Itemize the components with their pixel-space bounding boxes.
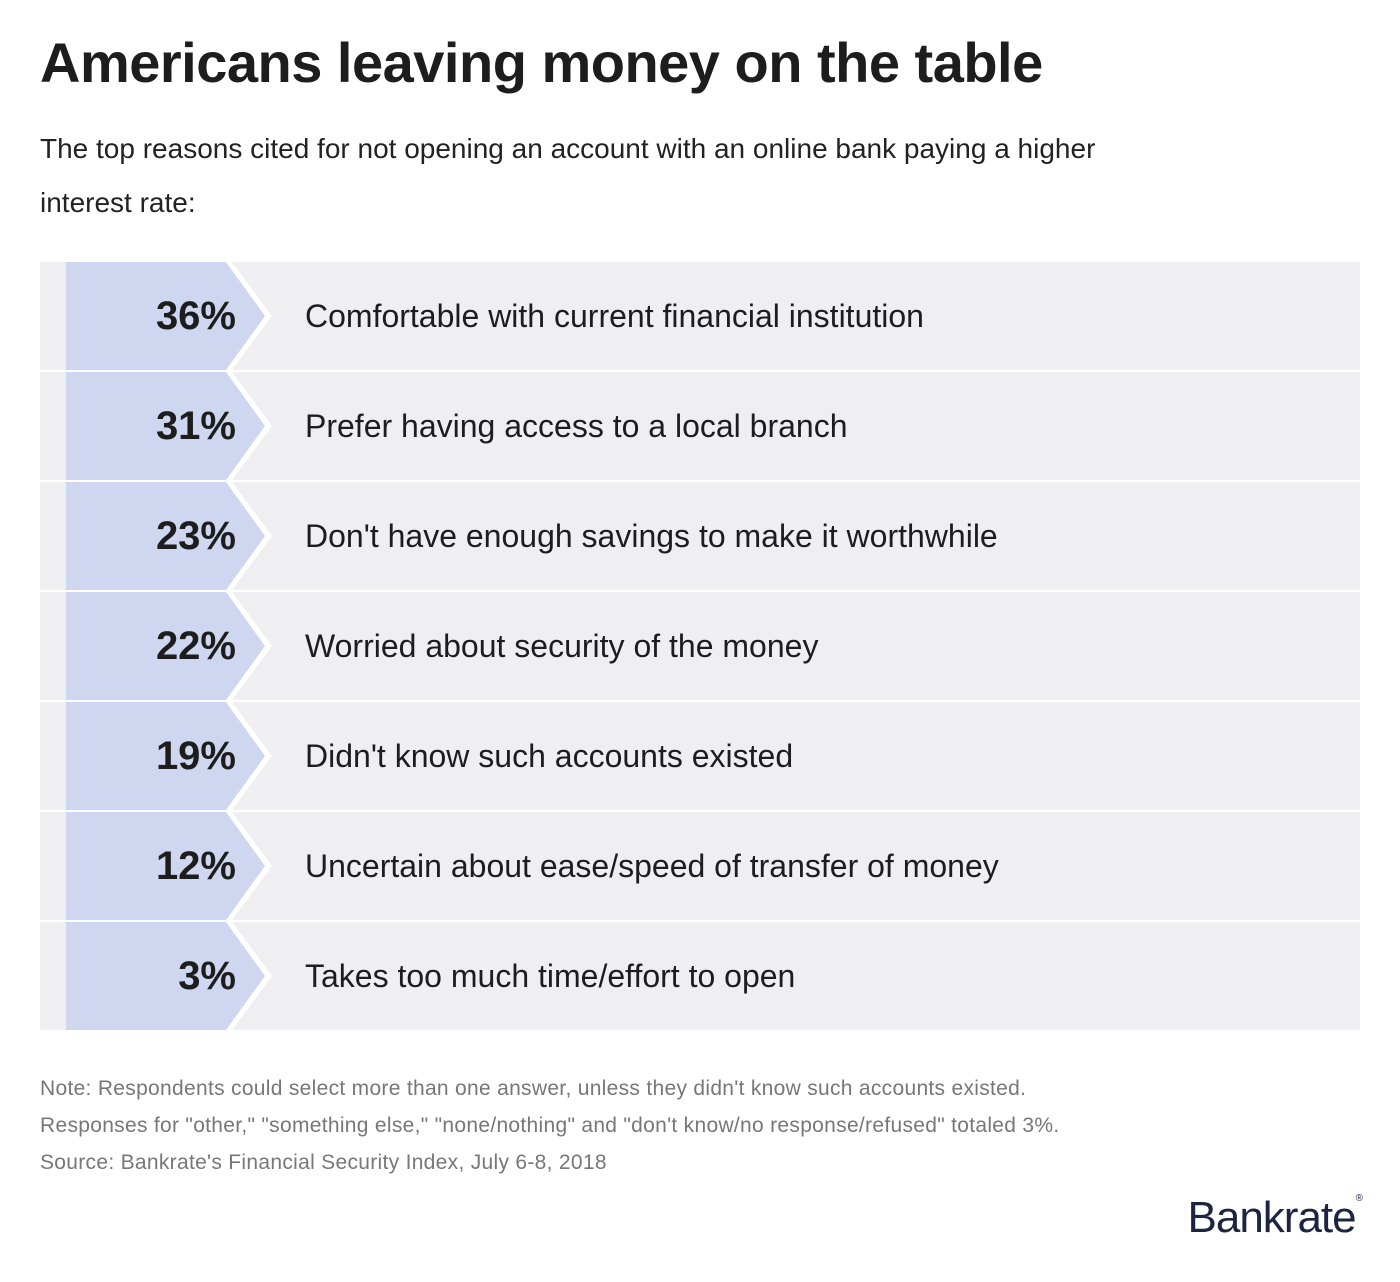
- reason-label: Uncertain about ease/speed of transfer o…: [305, 848, 999, 884]
- note-line: Note: Respondents could select more than…: [40, 1077, 1027, 1100]
- logo-text: Bankrate: [1187, 1193, 1357, 1242]
- percent-value: 12%: [155, 844, 236, 888]
- chart-subtitle: The top reasons cited for not opening an…: [40, 133, 1096, 218]
- badge-fill: [66, 372, 265, 480]
- source-line: Source: Bankrate's Financial Security In…: [40, 1151, 607, 1174]
- percent-badge-arrow: [66, 262, 272, 370]
- percent-badge-arrow: [66, 372, 272, 480]
- table-row: 36% Comfortable with current financial in…: [40, 262, 1360, 370]
- badge-fill: [66, 482, 265, 590]
- reason-label: Don't have enough savings to make it wor…: [305, 518, 998, 554]
- badge-fill: [66, 702, 265, 810]
- reason-label: Worried about security of the money: [305, 628, 819, 664]
- percent-badge-arrow: [66, 922, 272, 1030]
- percent-value: 36%: [155, 294, 236, 338]
- percent-badge-arrow: [66, 482, 272, 590]
- percent-value: 23%: [155, 514, 236, 558]
- reasons-table: 36% Comfortable with current financial in…: [40, 262, 1360, 1032]
- badge-fill: [66, 812, 265, 920]
- percent-badge-arrow: [66, 702, 272, 810]
- reason-label: Takes too much time/effort to open: [305, 958, 796, 994]
- percent-badge-arrow: [66, 592, 272, 700]
- table-row: 19% Didn't know such accounts existed: [40, 702, 1360, 810]
- table-row: 23% Don't have enough savings to make it …: [40, 482, 1360, 590]
- table-row: 12% Uncertain about ease/speed of transfe…: [40, 812, 1360, 920]
- table-row: 31% Prefer having access to a local branc…: [40, 372, 1360, 480]
- badge-fill: [66, 262, 265, 370]
- percent-value: 19%: [155, 734, 236, 778]
- badge-fill: [66, 922, 265, 1030]
- percent-value: 3%: [178, 954, 236, 998]
- percent-value: 31%: [155, 404, 236, 448]
- note-line: Responses for "other," "something else,"…: [40, 1114, 1060, 1137]
- reason-label: Prefer having access to a local branch: [305, 408, 848, 444]
- reason-label: Didn't know such accounts existed: [305, 738, 794, 774]
- bankrate-logo: Bankrate®: [1187, 1193, 1364, 1242]
- table-row: 22% Worried about security of the money: [40, 592, 1360, 700]
- badge-fill: [66, 592, 265, 700]
- reason-label: Comfortable with current financial insti…: [305, 298, 924, 334]
- percent-value: 22%: [155, 624, 236, 668]
- notes: Note: Respondents could select more than…: [40, 1070, 1059, 1181]
- percent-badge-arrow: [66, 812, 272, 920]
- table-row: 3% Takes too much time/effort to open: [40, 922, 1360, 1030]
- chart-title: Americans leaving money on the table: [40, 31, 1043, 94]
